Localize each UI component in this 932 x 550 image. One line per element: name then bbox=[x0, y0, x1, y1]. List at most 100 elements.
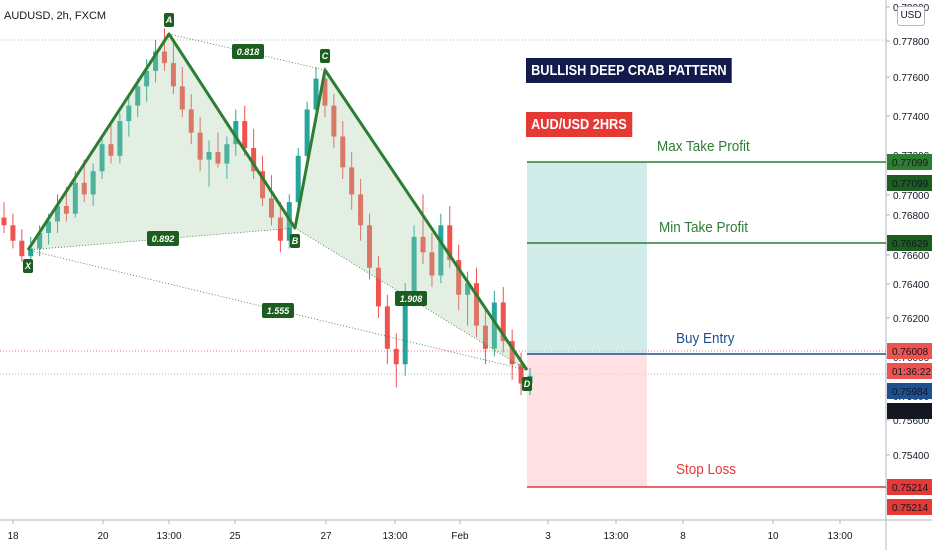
candle-body bbox=[518, 364, 524, 384]
stop-loss-tag-2: 0.75214 bbox=[892, 503, 929, 514]
candle-body bbox=[384, 306, 390, 349]
last-price-tag-bg bbox=[887, 383, 932, 399]
candle-body bbox=[268, 198, 274, 218]
x-tick-label: 13:00 bbox=[603, 531, 628, 542]
buy-entry-tag-bg bbox=[887, 403, 932, 419]
ratio-line-bd bbox=[294, 227, 528, 371]
candle-body bbox=[277, 217, 283, 241]
stop-loss-tag: 0.75214 bbox=[892, 483, 929, 494]
buy-entry-label: Buy Entry bbox=[676, 330, 735, 347]
candle-body bbox=[304, 109, 310, 156]
candle-body bbox=[509, 341, 515, 365]
candle-body bbox=[117, 121, 123, 156]
pattern-fill-bcd bbox=[295, 70, 527, 370]
ratio-label: 0.818 bbox=[237, 47, 260, 57]
candle-body bbox=[1, 217, 7, 226]
candle-body bbox=[491, 302, 497, 349]
min-tp-tag: 0.76629 bbox=[892, 239, 929, 250]
candle-body bbox=[322, 78, 328, 106]
candle-body bbox=[233, 121, 239, 145]
y-tick-label: 0.77800 bbox=[893, 37, 930, 48]
candle-body bbox=[126, 105, 132, 122]
ratio-label-box bbox=[147, 231, 179, 246]
x-tick-label: 3 bbox=[545, 531, 551, 542]
candle-body bbox=[482, 325, 488, 349]
candle-body bbox=[313, 78, 319, 110]
y-tick-label: 0.76400 bbox=[893, 280, 930, 291]
point-label-box bbox=[522, 377, 532, 391]
candle-body bbox=[108, 144, 114, 156]
chart-subtitle: AUD/USD 2HRS bbox=[526, 112, 632, 137]
loss-zone bbox=[527, 354, 647, 487]
point-label-box bbox=[320, 49, 330, 63]
y-tick-label: 0.75400 bbox=[893, 451, 930, 462]
max-tp-tag-bg bbox=[887, 154, 932, 170]
y-tick-label: 0.76800 bbox=[893, 211, 930, 222]
candle-body bbox=[447, 225, 453, 261]
candle-body bbox=[224, 144, 230, 164]
point-label-box bbox=[290, 234, 300, 248]
candle-body bbox=[28, 248, 34, 257]
y-tick-label: 0.76600 bbox=[893, 251, 930, 262]
candle-body bbox=[19, 240, 25, 257]
candle-body bbox=[411, 236, 417, 295]
candle-body bbox=[375, 267, 381, 307]
x-tick-label: 13:00 bbox=[156, 531, 181, 542]
candle-body bbox=[144, 70, 150, 87]
chart-title: BULLISH DEEP CRAB PATTERN bbox=[526, 58, 732, 83]
point-label-b: B bbox=[292, 236, 299, 246]
x-tick-label: 20 bbox=[97, 531, 109, 542]
candle-body bbox=[90, 171, 96, 195]
candle-body bbox=[135, 86, 141, 106]
stop-loss-tag-bg bbox=[887, 479, 932, 495]
candle-body bbox=[10, 225, 16, 241]
candle-body bbox=[438, 225, 444, 276]
candle-body bbox=[251, 148, 257, 172]
symbol-title[interactable]: AUDUSD, 2h, FXCM bbox=[4, 10, 107, 22]
candle-body bbox=[161, 51, 167, 64]
y-tick-label: 0.76200 bbox=[893, 314, 930, 325]
x-tick-label: 13:00 bbox=[382, 531, 407, 542]
ratio-label: 0.892 bbox=[152, 234, 175, 244]
min-tp-tag-bg bbox=[887, 235, 932, 251]
red-line-tag: 0.76008 bbox=[892, 347, 929, 358]
max-tp-tag-2-bg bbox=[887, 175, 932, 191]
ratio-label-box bbox=[262, 303, 294, 318]
min-take-profit-label: Min Take Profit bbox=[659, 219, 749, 236]
candle-body bbox=[456, 260, 462, 295]
candle-body bbox=[54, 205, 60, 222]
point-label-d: D bbox=[524, 379, 531, 389]
pattern-legs bbox=[26, 32, 529, 371]
ratio-label: 1.555 bbox=[267, 306, 291, 316]
point-label-c: C bbox=[322, 51, 329, 61]
currency-badge[interactable]: USD bbox=[897, 6, 925, 26]
candle-body bbox=[474, 283, 480, 326]
ratio-label-box bbox=[395, 291, 427, 306]
candle-body bbox=[349, 167, 355, 195]
profit-zone bbox=[527, 162, 647, 354]
point-label-x: X bbox=[24, 261, 32, 271]
candle-body bbox=[179, 86, 185, 110]
max-take-profit-label: Max Take Profit bbox=[657, 138, 750, 155]
candle-body bbox=[340, 136, 346, 168]
y-tick-label: 0.77000 bbox=[893, 191, 930, 202]
y-tick-label: 0.77400 bbox=[893, 112, 930, 123]
buy-entry-tag: 0.75984 bbox=[892, 407, 929, 418]
candle-body bbox=[81, 182, 87, 195]
stop-loss-tag-2-bg bbox=[887, 499, 932, 515]
point-label-box bbox=[23, 259, 33, 273]
x-tick-label: 18 bbox=[7, 531, 19, 542]
x-tick-label: 10 bbox=[767, 531, 779, 542]
candle-body bbox=[358, 194, 364, 226]
candle-body bbox=[188, 109, 194, 133]
candle-body bbox=[367, 225, 373, 268]
candle-body bbox=[46, 221, 52, 233]
candle-body bbox=[295, 155, 301, 203]
red-line-tag-bg bbox=[887, 343, 932, 359]
candle-body bbox=[242, 121, 248, 149]
point-label-a: A bbox=[165, 15, 173, 25]
countdown-tag-bg bbox=[887, 363, 932, 379]
candle-body bbox=[215, 151, 221, 164]
x-tick-label: 13:00 bbox=[827, 531, 852, 542]
